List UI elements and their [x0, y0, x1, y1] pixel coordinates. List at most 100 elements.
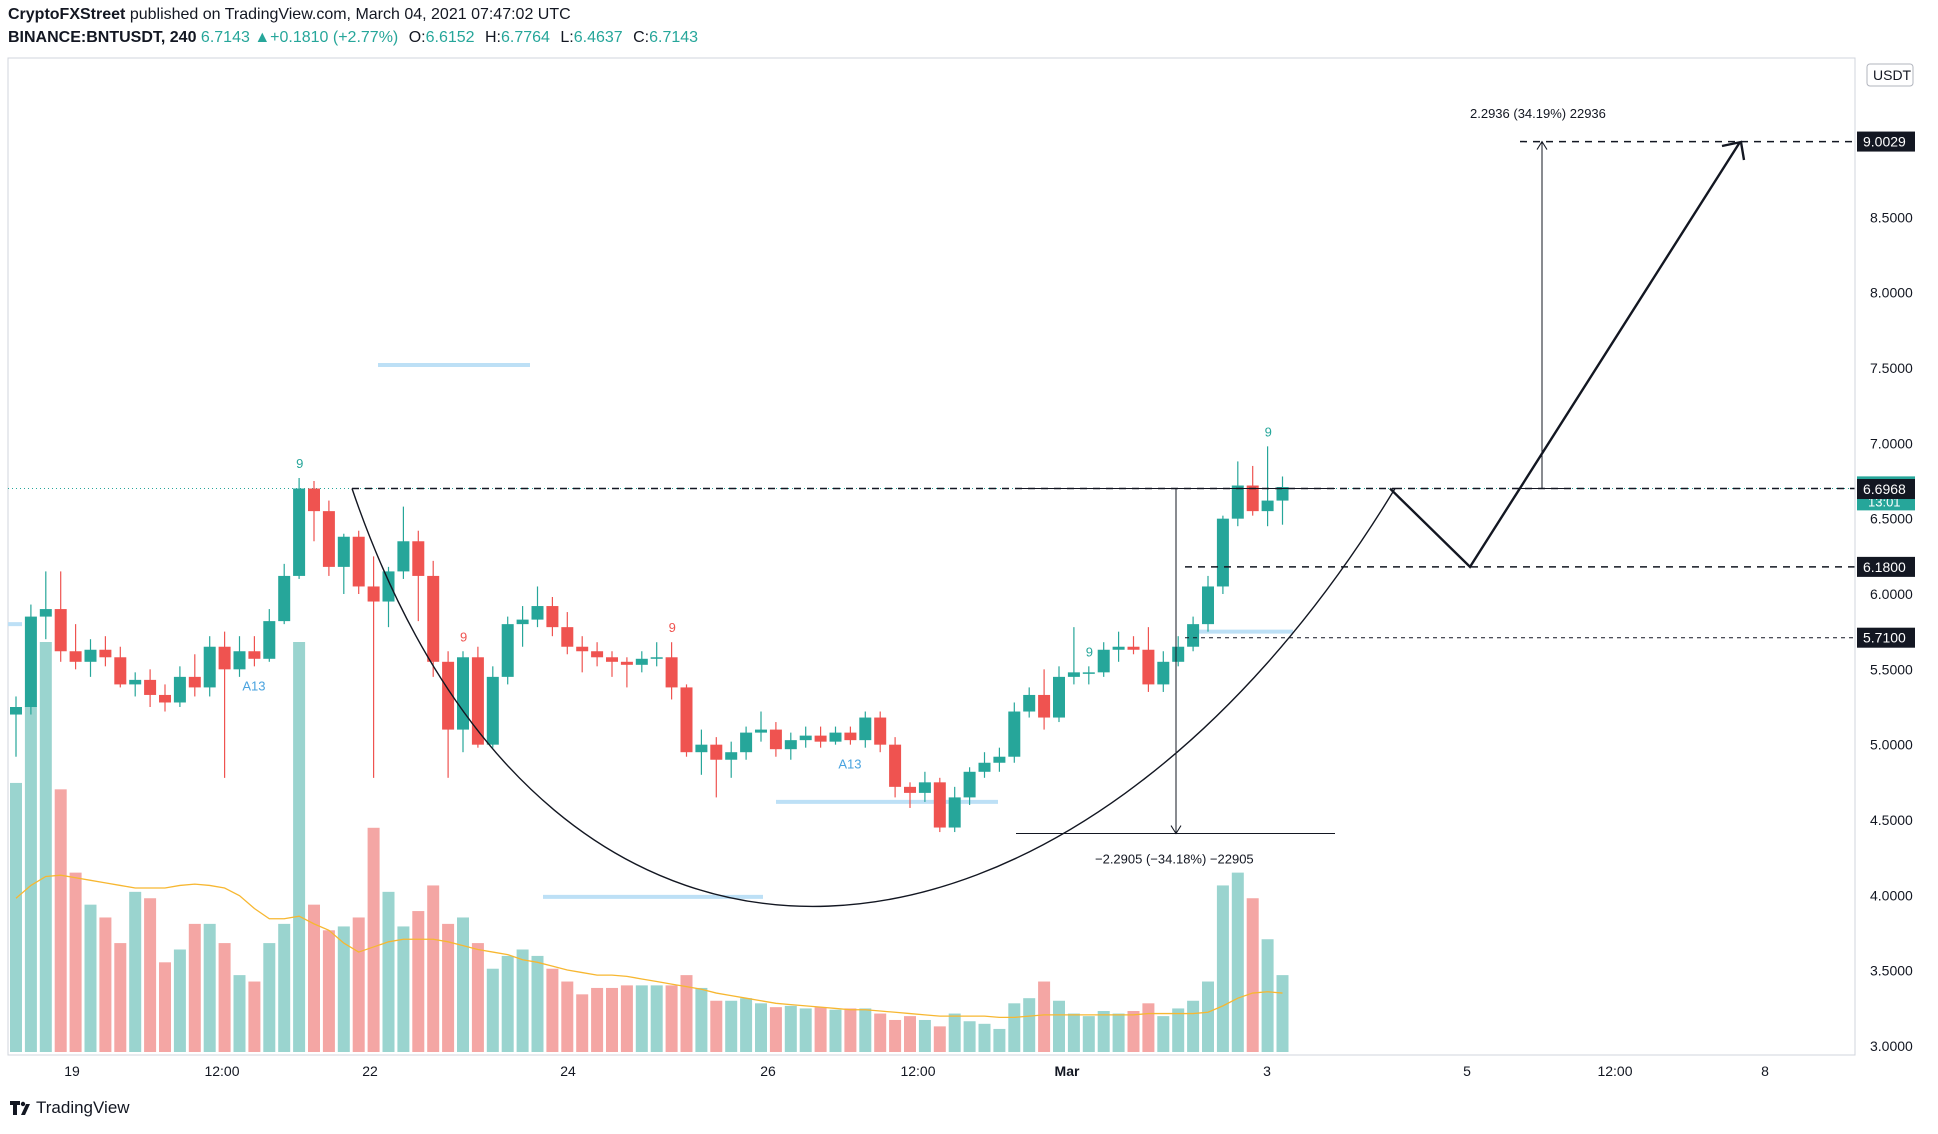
price-axis-tag: [1857, 479, 1915, 500]
candle-body: [397, 541, 410, 572]
volume-bar: [129, 891, 142, 1052]
candle-body: [561, 627, 574, 647]
time-tick-label: 12:00: [1597, 1063, 1632, 1079]
volume-bar: [904, 1016, 916, 1052]
up-triangle-icon: ▲: [254, 29, 271, 46]
volume-bar: [1127, 1011, 1140, 1052]
price-tick-label: 7.5000: [1870, 360, 1913, 376]
low-label: L:: [560, 29, 574, 46]
candle-body: [24, 616, 37, 707]
candle-body: [1008, 711, 1021, 757]
volume-bar: [620, 985, 633, 1052]
candle-body: [755, 729, 767, 733]
volume-bar: [308, 904, 320, 1052]
candle-body: [665, 657, 678, 688]
candle-body: [352, 536, 365, 587]
candle-body: [382, 571, 395, 602]
candle-body: [963, 771, 976, 798]
candle-body: [1053, 676, 1065, 718]
volume-bar: [412, 911, 425, 1052]
volume-bar: [799, 1008, 812, 1052]
close-label: C:: [633, 29, 650, 46]
candle-body: [10, 707, 22, 715]
time-tick-label: 12:00: [204, 1063, 239, 1079]
volume-bar: [367, 827, 380, 1052]
price-tick-label: 6.0000: [1870, 586, 1913, 602]
candle-body: [427, 575, 440, 662]
volume-bar: [486, 968, 499, 1052]
candle-body: [1172, 646, 1185, 662]
tradingview-logo[interactable]: TradingView: [8, 1098, 130, 1118]
volume-bar: [233, 975, 246, 1052]
volume-bar: [114, 943, 127, 1052]
candle-body: [948, 797, 961, 828]
candle-body: [918, 782, 931, 793]
indicator-marker: 9: [669, 620, 676, 635]
volume-bar: [1008, 1003, 1021, 1052]
volume-bar: [263, 943, 276, 1052]
volume-bar: [769, 1007, 782, 1052]
candle-body: [1023, 694, 1036, 712]
candle-body: [367, 586, 380, 602]
volume-bar: [322, 930, 335, 1052]
candle-body: [725, 752, 738, 760]
publisher-name: CryptoFXStreet: [8, 6, 126, 23]
candle-body: [978, 762, 991, 772]
candle-body: [263, 621, 276, 659]
volume-bar: [39, 642, 52, 1052]
candle-body: [606, 657, 618, 662]
indicator-marker: 9: [1265, 424, 1272, 439]
low-value: 6.4637: [573, 29, 623, 46]
volume-bar: [218, 943, 231, 1052]
volume-bar: [963, 1021, 976, 1052]
candle-body: [1202, 586, 1214, 625]
volume-bar: [69, 872, 82, 1052]
volume-bar: [650, 985, 663, 1052]
candle-body: [769, 729, 782, 750]
tradingview-logo-icon: [10, 1101, 30, 1115]
price-axis-tag-value: 6.1800: [1863, 559, 1906, 575]
volume-bar: [948, 1013, 961, 1052]
candle-body: [799, 735, 812, 741]
candle-body: [1187, 624, 1200, 647]
volume-bar: [1246, 898, 1259, 1052]
candle-body: [993, 756, 1006, 763]
symbol-label[interactable]: BINANCE:BNTUSDT, 240: [8, 29, 197, 46]
volume-bar: [531, 955, 544, 1052]
volume-bar: [173, 949, 186, 1052]
published-text: published on TradingView.com, March 04, …: [129, 6, 571, 23]
time-tick-label: Mar: [1055, 1063, 1080, 1079]
indicator-marker: 9: [296, 456, 303, 471]
candle-body: [188, 676, 201, 688]
price-axis-tag: [1857, 131, 1915, 152]
price-tick-label: 3.5000: [1870, 963, 1913, 979]
volume-bar: [1261, 939, 1274, 1052]
volume-bar: [99, 917, 112, 1052]
candle-body: [412, 541, 425, 576]
candle-body: [531, 606, 544, 620]
candle-body: [889, 744, 902, 787]
volume-bar: [1172, 1008, 1185, 1052]
candle-body: [829, 732, 842, 742]
candle-body: [501, 624, 514, 677]
candle-body: [814, 735, 827, 742]
candle-body: [144, 679, 157, 695]
plot-area: [7, 57, 1856, 1056]
candle-body: [1216, 518, 1229, 587]
candle-body: [576, 646, 589, 652]
indicator-marker: 9: [1086, 644, 1093, 659]
volume-bar: [829, 1009, 842, 1052]
candle-body: [114, 657, 127, 685]
candle-body: [1261, 500, 1274, 512]
time-tick-label: 22: [362, 1063, 378, 1079]
volume-bar: [248, 981, 261, 1052]
volume-bar: [501, 955, 514, 1052]
volume-bar: [516, 949, 529, 1052]
volume-bar: [859, 1008, 872, 1052]
volume-bar: [978, 1023, 991, 1052]
candle-body: [710, 744, 723, 760]
open-label: O:: [408, 29, 426, 46]
candle-body: [54, 609, 67, 652]
candle-body: [859, 717, 872, 741]
